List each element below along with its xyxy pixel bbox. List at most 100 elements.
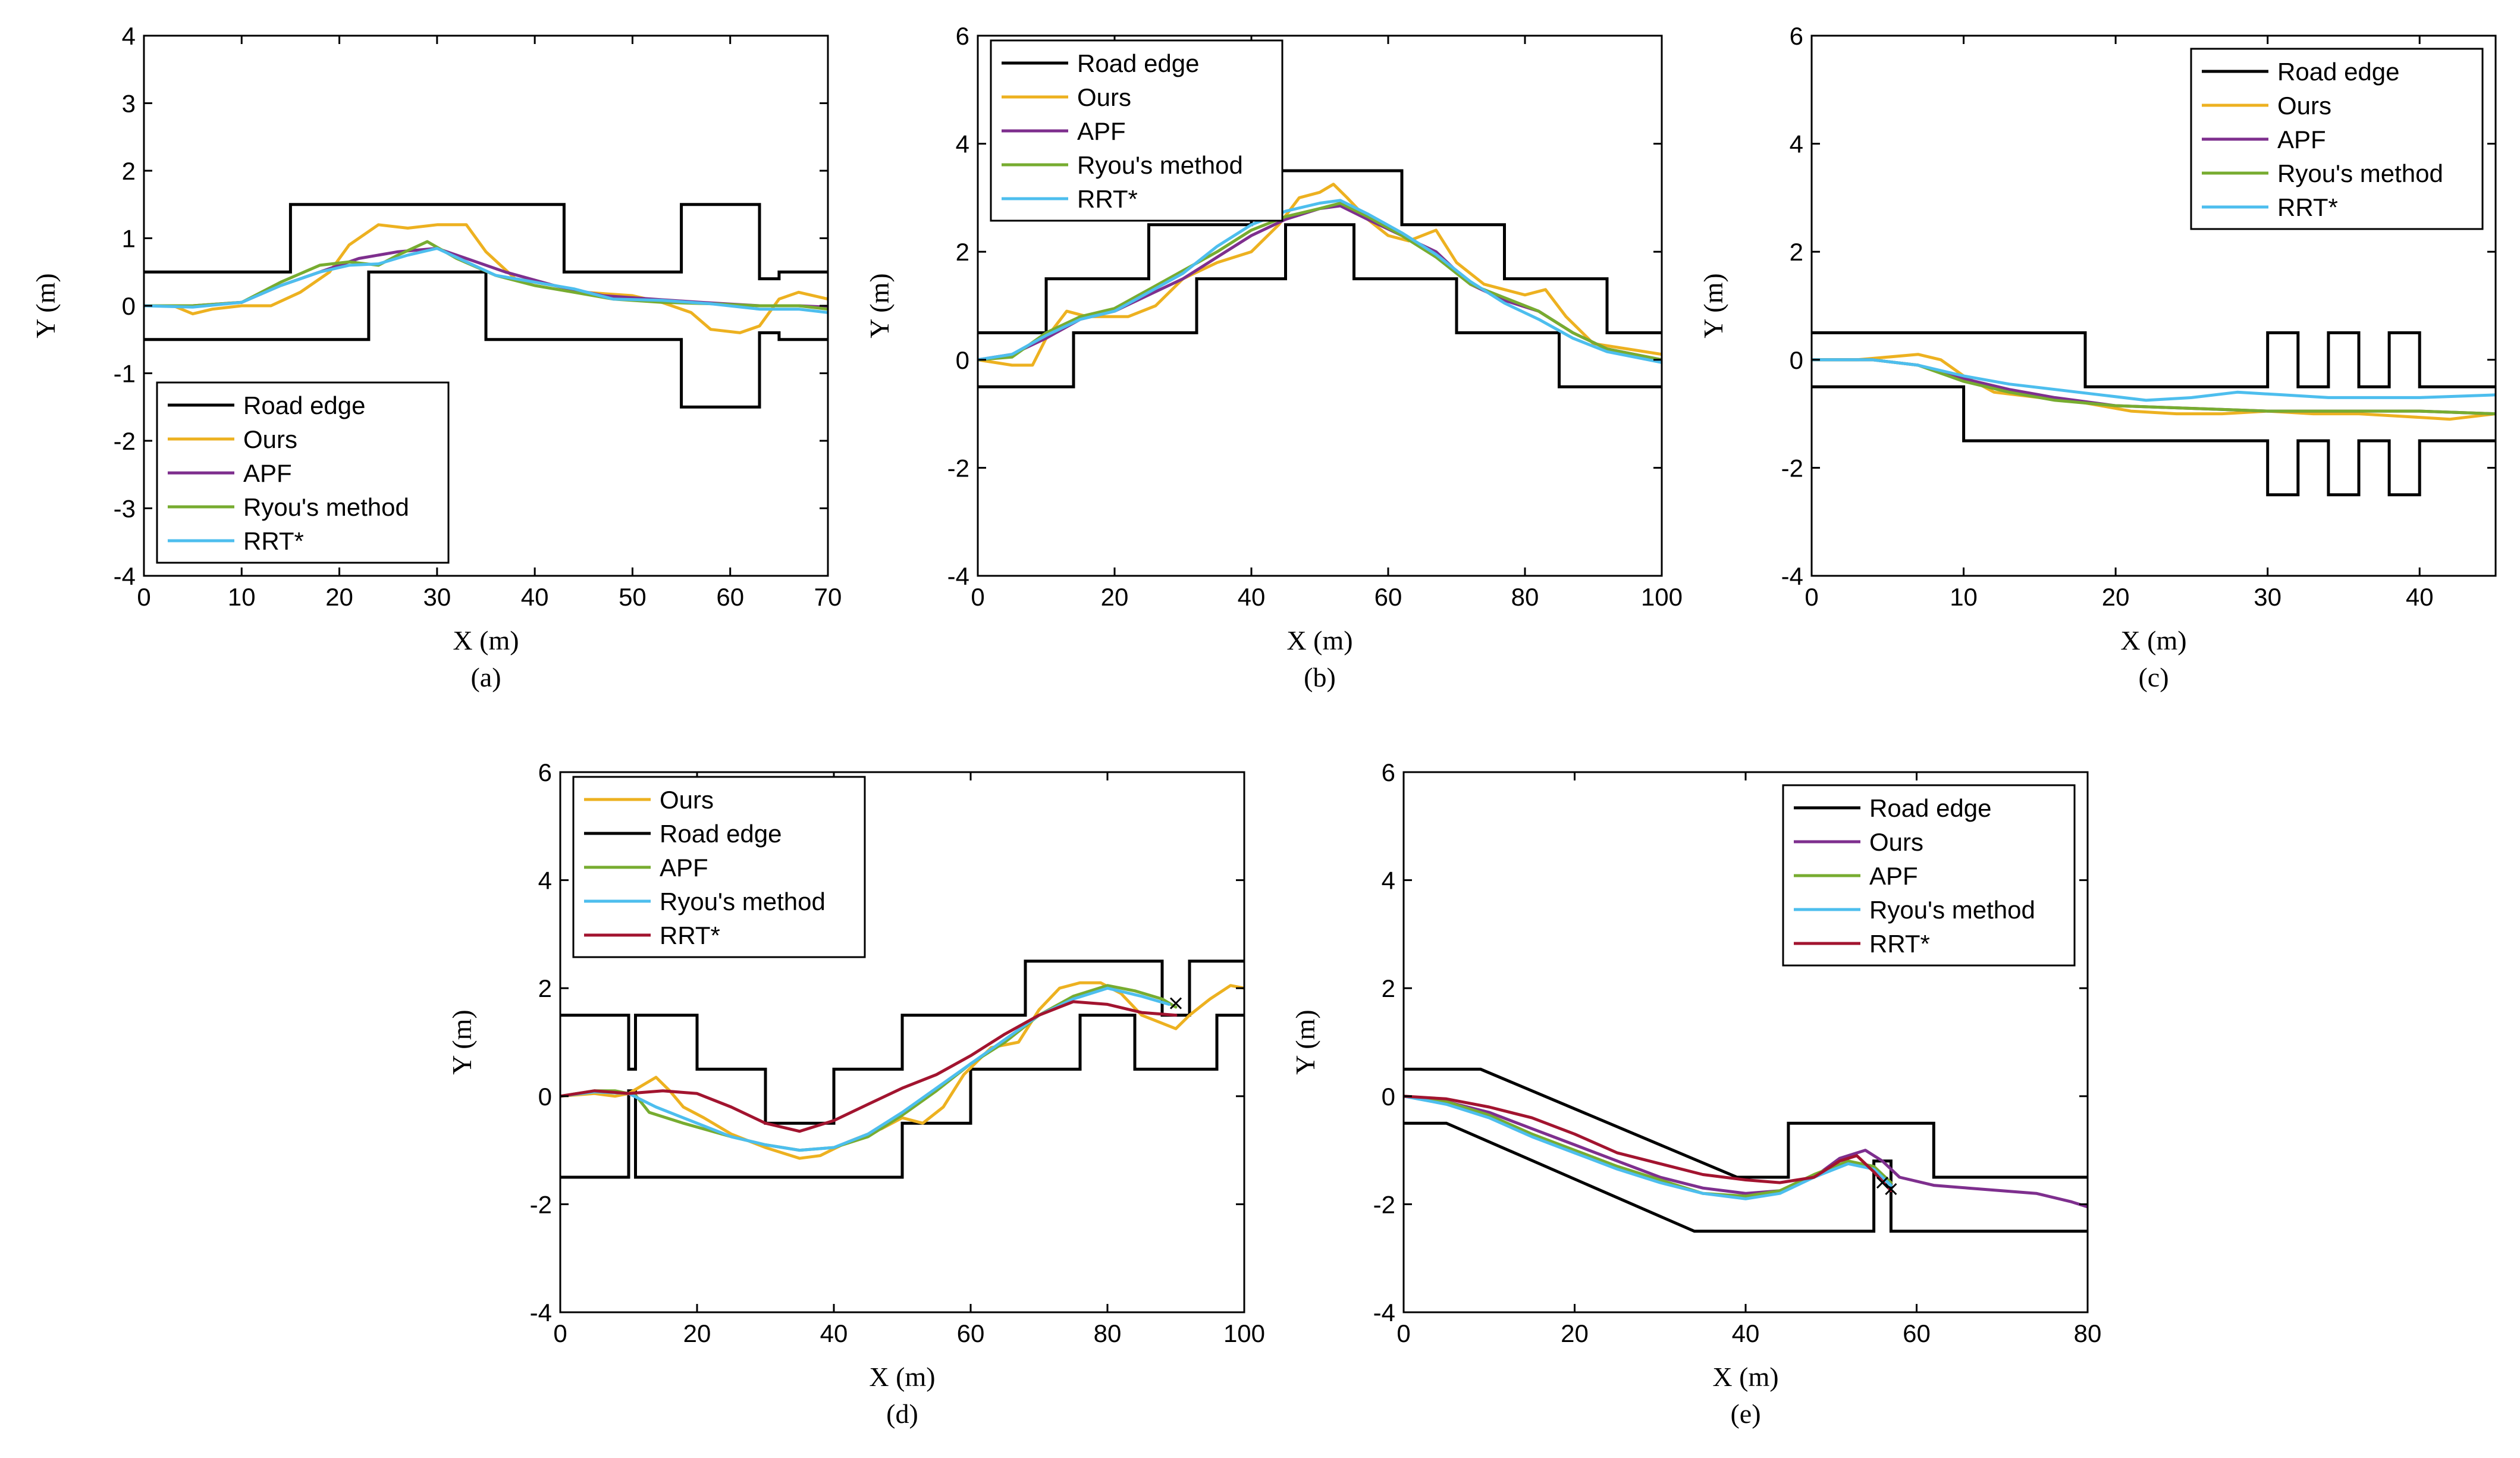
series-line <box>1404 1095 1893 1200</box>
x-axis-label: X (m) <box>1712 1362 1778 1392</box>
y-tick-label: 2 <box>122 157 136 185</box>
y-tick-label: 1 <box>122 225 136 253</box>
series-line <box>144 223 828 334</box>
x-tick-label: 0 <box>1396 1319 1410 1347</box>
y-axis-label: Y (m) <box>1698 273 1728 338</box>
x-tick-label: 100 <box>1223 1319 1265 1347</box>
x-tick-label: 80 <box>1511 583 1539 611</box>
data-layer <box>1404 1067 2088 1233</box>
x-tick-label: 20 <box>2102 583 2130 611</box>
x-tick-label: 80 <box>1094 1319 1122 1347</box>
legend-label: Ryou's method <box>660 888 826 915</box>
legend-label: APF <box>1869 862 1918 890</box>
series-line <box>978 202 1662 362</box>
legend-label: APF <box>243 459 292 487</box>
data-layer <box>144 203 828 409</box>
legend-label: Ryou's method <box>243 493 409 521</box>
road-edge-line <box>978 223 1662 388</box>
y-tick-label: 6 <box>1790 22 1803 50</box>
panel-caption: (d) <box>886 1399 918 1429</box>
x-tick-label: 30 <box>2254 583 2282 611</box>
panel-caption: (b) <box>1304 662 1336 692</box>
legend-label: Ryou's method <box>1077 151 1243 179</box>
failure-marker <box>1876 1177 1889 1189</box>
x-tick-label: 40 <box>1238 583 1266 611</box>
y-tick-label: 4 <box>1382 867 1395 895</box>
y-tick-label: -4 <box>530 1299 552 1327</box>
legend-label: RRT* <box>243 527 304 555</box>
panel-caption: (c) <box>2138 662 2168 692</box>
x-tick-label: 60 <box>716 583 744 611</box>
y-tick-label: 6 <box>1382 758 1395 786</box>
x-tick-label: 60 <box>1903 1319 1931 1347</box>
legend: Road edge Ours APF Ryou's method RRT* <box>1782 784 2076 967</box>
y-tick-label: 0 <box>122 292 136 320</box>
y-tick-label: 6 <box>538 758 552 786</box>
chart-panel: 0 20 40 60 80 100 -4 -2 0 2 4 6 X (m) Y (m) (d) Ours Roa… <box>447 758 1265 1429</box>
y-tick-label: 2 <box>1790 238 1803 266</box>
x-tick-label: 10 <box>228 583 256 611</box>
x-axis-label: X (m) <box>1286 625 1352 656</box>
x-axis-label: X (m) <box>2120 625 2186 656</box>
y-tick-label: 4 <box>122 22 136 50</box>
y-tick-label: 2 <box>538 974 552 1002</box>
y-tick-label: 0 <box>1790 346 1803 374</box>
x-tick-label: 40 <box>2406 583 2434 611</box>
y-axis-label: Y (m) <box>30 273 61 338</box>
series-line <box>560 1000 1178 1133</box>
y-tick-label: -2 <box>1373 1190 1395 1218</box>
x-tick-label: 40 <box>820 1319 848 1347</box>
axes-box <box>1810 35 2497 577</box>
x-tick-label: 70 <box>814 583 842 611</box>
panel-caption: (a) <box>470 662 501 692</box>
legend-label: Road edge <box>243 391 366 419</box>
y-tick-label: 2 <box>1382 974 1395 1002</box>
series-line <box>978 199 1662 364</box>
axes-box <box>977 35 1663 577</box>
y-tick-label: -3 <box>114 495 136 523</box>
y-axis-label: Y (m) <box>1290 1009 1320 1074</box>
legend-label: APF <box>2277 126 2326 153</box>
y-tick-label: -2 <box>530 1190 552 1218</box>
x-tick-label: 40 <box>1732 1319 1760 1347</box>
y-tick-label: 4 <box>538 867 552 895</box>
y-tick-label: 2 <box>956 238 969 266</box>
x-tick-label: 50 <box>619 583 647 611</box>
y-tick-label: -2 <box>1781 454 1803 482</box>
y-tick-label: -2 <box>114 427 136 455</box>
series-line <box>1404 1095 1893 1193</box>
series-line <box>1812 358 2496 402</box>
panel-caption: (e) <box>1730 1399 1760 1429</box>
y-tick-label: 0 <box>956 346 969 374</box>
y-tick-label: 0 <box>1382 1083 1395 1111</box>
y-tick-label: 3 <box>122 90 136 118</box>
x-tick-label: 20 <box>1561 1319 1589 1347</box>
legend-label: Ours <box>660 786 714 814</box>
x-tick-label: 20 <box>683 1319 711 1347</box>
road-edge-line <box>1404 1067 2088 1179</box>
y-tick-label: -4 <box>1781 562 1803 590</box>
x-tick-label: 80 <box>2074 1319 2102 1347</box>
legend-label: RRT* <box>1869 930 1930 958</box>
chart-panel: 0 20 40 60 80 -4 -2 0 2 4 6 X (m) Y (m) (e) Road edge O… <box>1290 758 2101 1429</box>
x-tick-label: 60 <box>957 1319 985 1347</box>
data-layer <box>560 960 1244 1179</box>
x-tick-label: 20 <box>1101 583 1129 611</box>
road-edge-line <box>560 960 1244 1125</box>
legend-label: APF <box>660 854 708 882</box>
x-tick-label: 40 <box>521 583 549 611</box>
series-line <box>560 981 1244 1160</box>
legend-label: Ours <box>2277 92 2331 120</box>
failure-marker <box>1169 997 1182 1009</box>
failure-marker <box>1885 1183 1897 1196</box>
legend-label: Ours <box>243 425 297 453</box>
series-line <box>144 247 828 314</box>
road-edge-line <box>144 203 828 281</box>
legend: Road edge Ours APF Ryou's method RRT* <box>2190 48 2484 230</box>
road-edge-line <box>1812 331 2496 388</box>
x-tick-label: 60 <box>1374 583 1402 611</box>
legend-label: RRT* <box>2277 193 2338 221</box>
chart-panel: 0 20 40 60 80 100 -4 -2 0 2 4 6 X (m) Y (m) (b) Road ed… <box>864 22 1683 692</box>
